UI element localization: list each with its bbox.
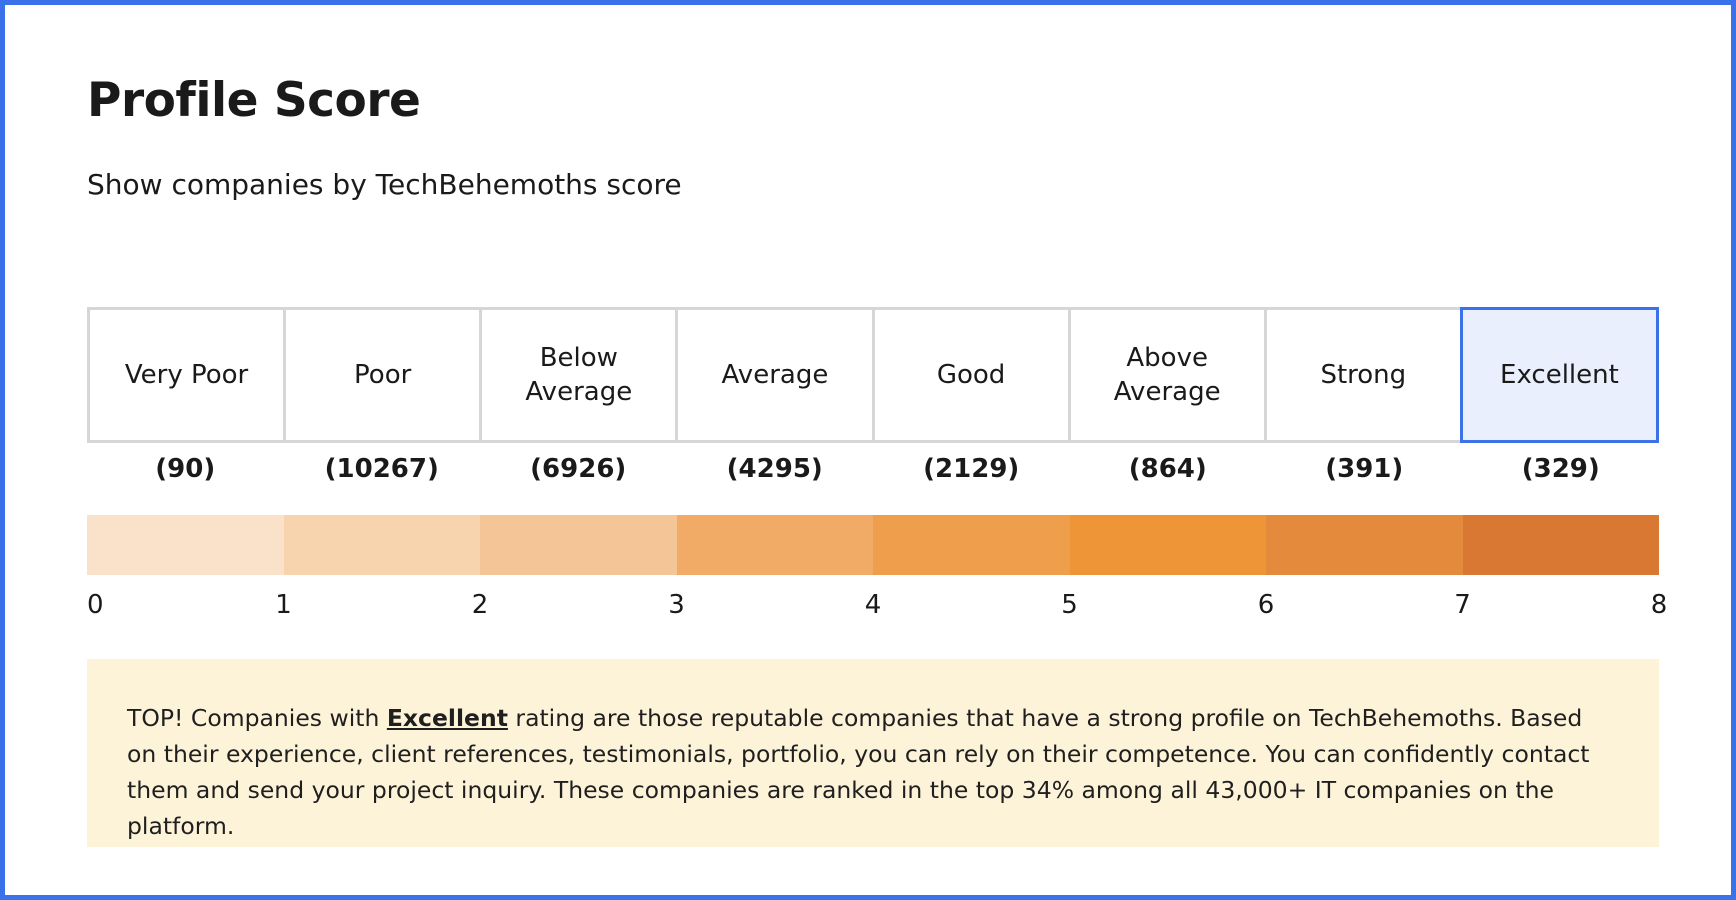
level-count: (4295)	[726, 454, 823, 484]
level-count: (6926)	[530, 454, 627, 484]
scale-segment[interactable]	[480, 515, 677, 575]
scale-segment[interactable]	[1069, 515, 1266, 575]
scale-segment[interactable]	[1462, 515, 1659, 575]
level-poor[interactable]: Poor	[283, 307, 483, 443]
level-very-poor[interactable]: Very Poor	[87, 307, 287, 443]
scale-tick: 2	[471, 590, 489, 620]
excellent-rating-link[interactable]: Excellent	[386, 704, 508, 732]
level-count: (90)	[155, 454, 216, 484]
level-count: (329)	[1521, 454, 1600, 484]
scale-segment[interactable]	[676, 515, 873, 575]
level-below-average[interactable]: Below Average	[479, 307, 679, 443]
scale-tick: 4	[864, 590, 882, 620]
level-counts: (90) (10267) (6926) (4295) (2129) (864) …	[87, 454, 1659, 484]
scale-segment[interactable]	[1266, 515, 1463, 575]
level-count: (2129)	[923, 454, 1020, 484]
scale-tick: 3	[668, 590, 685, 620]
rating-description: TOP! Companies with Excellent rating are…	[87, 659, 1659, 847]
level-excellent[interactable]: Excellent	[1459, 307, 1659, 443]
level-good[interactable]: Good	[871, 307, 1071, 443]
score-level-selector: Very Poor Poor Below Average Average Goo…	[87, 307, 1659, 443]
scale-tick: 1	[275, 590, 292, 620]
level-count: (391)	[1325, 454, 1404, 484]
scale-tick-labels: 0 1 2 3 4 5 6 7 8	[87, 590, 1667, 624]
level-above-average[interactable]: Above Average	[1067, 307, 1267, 443]
scale-tick: 7	[1454, 590, 1471, 620]
level-count: (864)	[1128, 454, 1207, 484]
scale-tick: 5	[1061, 590, 1078, 620]
scale-segment[interactable]	[873, 515, 1070, 575]
level-strong[interactable]: Strong	[1263, 307, 1463, 443]
level-count: (10267)	[324, 454, 439, 484]
page-subtitle: Show companies by TechBehemoths score	[87, 168, 682, 201]
score-color-scale	[87, 515, 1659, 575]
rating-description-text: rating are those reputable companies tha…	[127, 704, 1590, 840]
scale-segment[interactable]	[87, 515, 284, 575]
scale-tick: 8	[1650, 590, 1668, 620]
page-title: Profile Score	[87, 73, 421, 128]
scale-segment[interactable]	[283, 515, 480, 575]
rating-description-prefix: TOP! Companies with	[127, 704, 387, 732]
level-average[interactable]: Average	[675, 307, 875, 443]
scale-tick: 6	[1257, 590, 1275, 620]
scale-tick: 0	[87, 590, 104, 620]
